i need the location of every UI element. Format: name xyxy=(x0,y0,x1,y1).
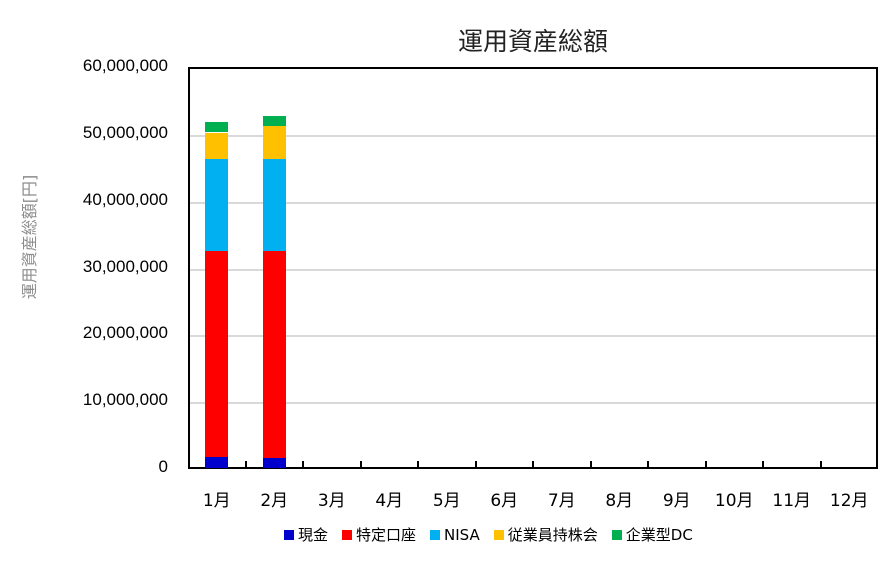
bar-segment[interactable] xyxy=(205,122,229,133)
legend-label: NISA xyxy=(444,525,480,544)
bar-segment[interactable] xyxy=(262,116,286,127)
y-tick-label: 0 xyxy=(158,457,168,476)
bar-segment[interactable] xyxy=(262,457,286,468)
stacked-bar[interactable] xyxy=(262,116,286,468)
x-tick-mark xyxy=(532,461,534,467)
legend-item[interactable]: 現金 xyxy=(284,524,328,545)
x-tick-label: 7月 xyxy=(547,491,576,511)
gridline xyxy=(190,402,876,405)
legend-item[interactable]: 従業員持株会 xyxy=(493,524,598,545)
legend: 現金 特定口座 NISA 従業員持株会 企業型DC xyxy=(284,524,693,545)
bar-segment[interactable] xyxy=(205,132,229,160)
x-tick-label: 3月 xyxy=(317,491,346,511)
x-tick-mark xyxy=(302,461,304,467)
legend-swatch-icon xyxy=(342,529,353,540)
x-tick-mark xyxy=(359,461,362,467)
x-tick-label: 1月 xyxy=(202,491,231,511)
bar-segment[interactable] xyxy=(262,126,286,160)
legend-item[interactable]: NISA xyxy=(430,526,480,544)
x-tick-mark xyxy=(474,461,477,467)
y-tick-label: 60,000,000 xyxy=(82,56,168,75)
x-tick-mark xyxy=(819,461,822,467)
legend-label: 特定口座 xyxy=(356,526,417,544)
x-tick-label: 8月 xyxy=(605,491,634,511)
gridline xyxy=(190,268,876,271)
chart-title: 運用資産総額 xyxy=(457,27,608,56)
gridline xyxy=(190,335,876,338)
legend-item[interactable]: 特定口座 xyxy=(342,524,416,545)
x-axis-line xyxy=(188,467,878,469)
bar-segment[interactable] xyxy=(205,456,229,468)
x-tick-label: 6月 xyxy=(490,491,519,511)
x-tick-label: 4月 xyxy=(375,491,404,511)
x-tick-label: 11月 xyxy=(772,491,812,511)
y-tick-label: 30,000,000 xyxy=(82,256,168,276)
legend-swatch-icon xyxy=(493,529,504,540)
legend-swatch-icon xyxy=(611,529,622,540)
x-tick-mark xyxy=(244,461,247,467)
legend-label: 企業型DC xyxy=(625,526,693,544)
bar-segment[interactable] xyxy=(262,159,286,251)
legend-label: 従業員持株会 xyxy=(507,526,598,544)
legend-label: 現金 xyxy=(298,526,329,544)
x-tick-mark xyxy=(589,461,592,467)
bar-segment[interactable] xyxy=(262,250,286,458)
y-tick-label: 50,000,000 xyxy=(82,122,168,142)
legend-swatch-icon xyxy=(430,529,441,540)
legend-swatch-icon xyxy=(284,529,294,540)
x-tick-label: 5月 xyxy=(432,491,461,511)
stacked-bar[interactable] xyxy=(205,122,229,468)
bar-segment[interactable] xyxy=(205,159,229,251)
x-tick-label: 12月 xyxy=(829,491,869,511)
x-tick-mark xyxy=(417,461,419,467)
y-axis-label: 運用資産総額[円] xyxy=(20,174,39,300)
gridline xyxy=(190,201,876,204)
y-tick-label: 40,000,000 xyxy=(82,189,168,209)
gridline xyxy=(190,134,876,137)
x-tick-label: 9月 xyxy=(662,491,691,511)
bar-segment[interactable] xyxy=(205,250,229,457)
legend-item[interactable]: 企業型DC xyxy=(611,524,693,545)
y-tick-label: 10,000,000 xyxy=(82,390,168,410)
x-tick-mark xyxy=(762,461,764,467)
y-tick-label: 20,000,000 xyxy=(82,323,168,343)
x-tick-label: 10月 xyxy=(714,491,754,511)
x-tick-label: 2月 xyxy=(260,491,289,511)
x-tick-mark xyxy=(704,461,707,467)
x-tick-mark xyxy=(647,461,649,467)
plot-area xyxy=(188,67,878,468)
